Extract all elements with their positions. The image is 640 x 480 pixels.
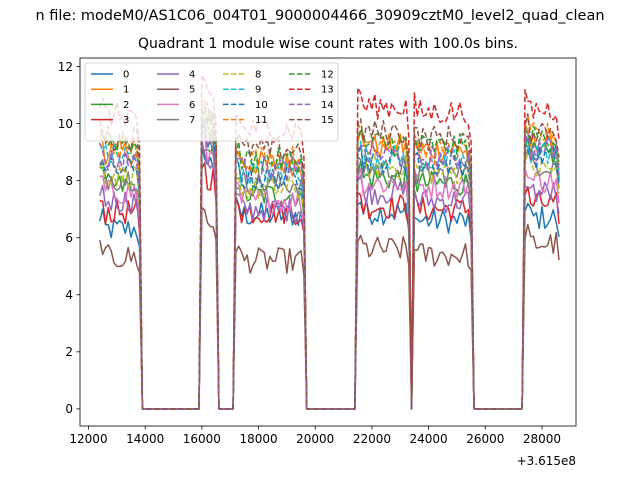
y-tick-label: 10 [58, 117, 73, 131]
legend-label: 1 [123, 85, 129, 96]
x-tick-label: 18000 [239, 432, 277, 446]
x-tick-label: 16000 [183, 432, 221, 446]
legend-label: 3 [123, 115, 129, 126]
plot-title: Quadrant 1 module wise count rates with … [138, 36, 518, 52]
y-tick-label: 12 [58, 60, 73, 74]
series-line-7 [99, 128, 560, 410]
series-line-8 [99, 122, 560, 410]
series-line-1 [99, 119, 560, 410]
legend-label: 13 [321, 85, 334, 96]
y-tick-label: 6 [65, 231, 73, 245]
legend-label: 11 [255, 115, 268, 126]
legend-label: 0 [123, 70, 129, 81]
legend-label: 4 [189, 70, 195, 81]
legend-box [84, 62, 339, 142]
figure-title: n file: modeM0/AS1C06_004T01_9000004466_… [35, 8, 605, 24]
series-line-11 [99, 98, 560, 410]
series-line-5 [99, 206, 560, 410]
legend-label: 10 [255, 100, 268, 111]
series-line-0 [99, 145, 560, 410]
y-tick-label: 0 [65, 402, 73, 416]
y-tick-label: 2 [65, 345, 73, 359]
x-tick-label: 12000 [69, 432, 107, 446]
legend-label: 7 [189, 115, 195, 126]
series-layer [99, 74, 560, 410]
x-tick-label: 24000 [410, 432, 448, 446]
x-tick-label: 26000 [466, 432, 504, 446]
y-tick-label: 8 [65, 174, 73, 188]
x-tick-label: 22000 [353, 432, 391, 446]
legend-label: 5 [189, 85, 195, 96]
y-tick-label: 4 [65, 288, 73, 302]
series-line-6 [99, 135, 560, 410]
x-tick-label: 20000 [296, 432, 334, 446]
series-line-12 [99, 108, 560, 410]
series-line-9 [99, 115, 560, 410]
legend-label: 14 [321, 100, 334, 111]
plot-frame [79, 57, 577, 427]
legend-label: 2 [123, 100, 129, 111]
series-line-2 [99, 137, 560, 410]
axes-layer: 12000 14000 16000 18000 20000 22000 24000 26000… [58, 57, 577, 468]
x-tick-label: 28000 [523, 432, 561, 446]
series-line-3 [99, 161, 560, 410]
series-line-4 [99, 140, 560, 410]
series-line-10 [99, 118, 560, 410]
legend-label: 15 [321, 115, 334, 126]
legend-label: 9 [255, 85, 261, 96]
series-line-15 [99, 101, 560, 410]
x-offset-label: +3.615e8 [517, 454, 576, 468]
series-line-14 [99, 121, 560, 410]
x-tick-label: 14000 [126, 432, 164, 446]
legend-label: 6 [189, 100, 195, 111]
legend-label: 12 [321, 70, 334, 81]
legend-label: 8 [255, 70, 261, 81]
